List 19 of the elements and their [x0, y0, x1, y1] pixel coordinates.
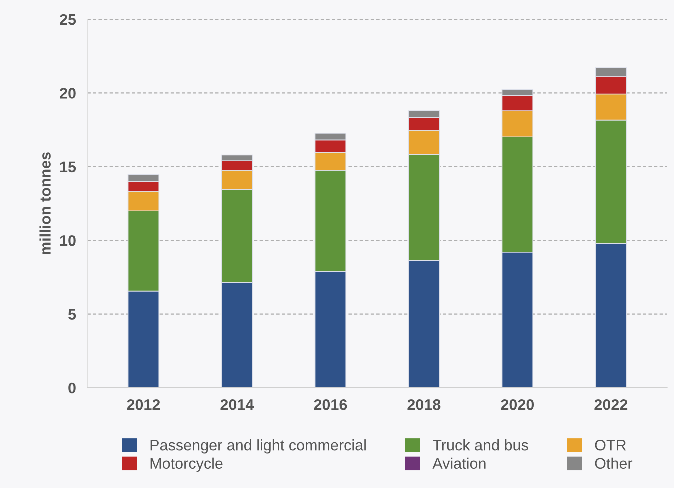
y-tick-label: 10 — [60, 235, 76, 246]
legend-label: Aviation — [432, 458, 486, 470]
x-tick-label: 2022 — [594, 399, 628, 410]
legend-label: Passenger and light commercial — [150, 440, 366, 454]
y-tick-label: 15 — [60, 162, 76, 173]
x-tick-label: 2016 — [314, 399, 348, 410]
y-tick-label: 5 — [68, 309, 76, 320]
legend-label: Motorcycle — [150, 458, 223, 472]
y-tick-label: 20 — [60, 88, 76, 99]
legend-label: Other — [595, 458, 633, 470]
x-tick-label: 2018 — [408, 399, 441, 410]
x-tick-label: 2012 — [127, 399, 160, 410]
x-tick-label: 2014 — [220, 399, 254, 410]
x-tick-label: 2020 — [501, 399, 534, 410]
legend-label: Truck and bus — [433, 440, 528, 451]
y-tick-label: 25 — [60, 14, 76, 26]
legend-label: OTR — [595, 440, 626, 451]
y-axis-title: million tonnes — [40, 152, 51, 255]
y-tick-label: 0 — [68, 382, 76, 394]
